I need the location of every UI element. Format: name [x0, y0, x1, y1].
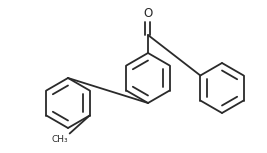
Text: O: O: [143, 7, 153, 20]
Text: CH₃: CH₃: [51, 136, 68, 144]
